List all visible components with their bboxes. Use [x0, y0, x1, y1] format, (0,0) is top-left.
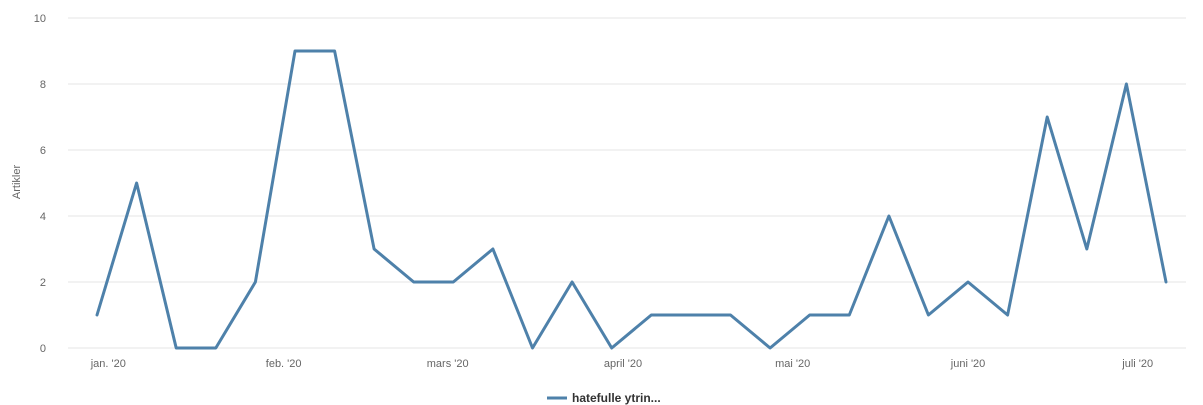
- data-point[interactable]: [566, 276, 578, 288]
- data-point[interactable]: [1041, 111, 1053, 123]
- data-point[interactable]: [1120, 78, 1132, 90]
- y-tick-label: 10: [34, 13, 46, 25]
- data-point[interactable]: [1160, 276, 1172, 288]
- x-tick-label: jan. '20: [90, 358, 126, 370]
- data-point[interactable]: [1081, 243, 1093, 255]
- y-tick-label: 6: [40, 145, 46, 157]
- y-tick-label: 2: [40, 277, 46, 289]
- data-point[interactable]: [408, 276, 420, 288]
- data-point[interactable]: [724, 309, 736, 321]
- data-point[interactable]: [606, 342, 618, 354]
- data-point[interactable]: [804, 309, 816, 321]
- data-point[interactable]: [883, 210, 895, 222]
- x-tick-label: april '20: [604, 358, 642, 370]
- series-layer: [91, 45, 1172, 354]
- data-point[interactable]: [329, 45, 341, 57]
- legend[interactable]: hatefulle ytrin...: [547, 391, 661, 405]
- data-point[interactable]: [170, 342, 182, 354]
- data-point[interactable]: [843, 309, 855, 321]
- data-point[interactable]: [91, 309, 103, 321]
- data-point[interactable]: [764, 342, 776, 354]
- x-tick-label: juli '20: [1121, 358, 1153, 370]
- data-point[interactable]: [289, 45, 301, 57]
- data-point[interactable]: [922, 309, 934, 321]
- x-tick-label: feb. '20: [266, 358, 302, 370]
- data-point[interactable]: [447, 276, 459, 288]
- data-point[interactable]: [249, 276, 261, 288]
- data-point[interactable]: [487, 243, 499, 255]
- gridlines: [68, 17, 1186, 349]
- x-axis: jan. '20 feb. '20 mars '20 april '20 mai '20…: [90, 358, 1153, 370]
- y-axis: 0 2 4 6 8 10: [34, 13, 46, 355]
- y-axis-title: Artikler: [11, 165, 23, 200]
- series-line: [95, 49, 1168, 350]
- legend-label: hatefulle ytrin...: [572, 391, 661, 405]
- y-tick-label: 0: [40, 343, 46, 355]
- data-point[interactable]: [368, 243, 380, 255]
- data-point[interactable]: [645, 309, 657, 321]
- x-tick-label: mai '20: [775, 358, 810, 370]
- data-point[interactable]: [1002, 309, 1014, 321]
- x-tick-label: mars '20: [427, 358, 469, 370]
- data-point[interactable]: [210, 342, 222, 354]
- data-point[interactable]: [962, 276, 974, 288]
- data-point[interactable]: [131, 177, 143, 189]
- x-tick-label: juni '20: [950, 358, 986, 370]
- y-tick-label: 4: [40, 211, 46, 223]
- y-tick-label: 8: [40, 79, 46, 91]
- data-point[interactable]: [685, 309, 697, 321]
- data-point[interactable]: [527, 342, 539, 354]
